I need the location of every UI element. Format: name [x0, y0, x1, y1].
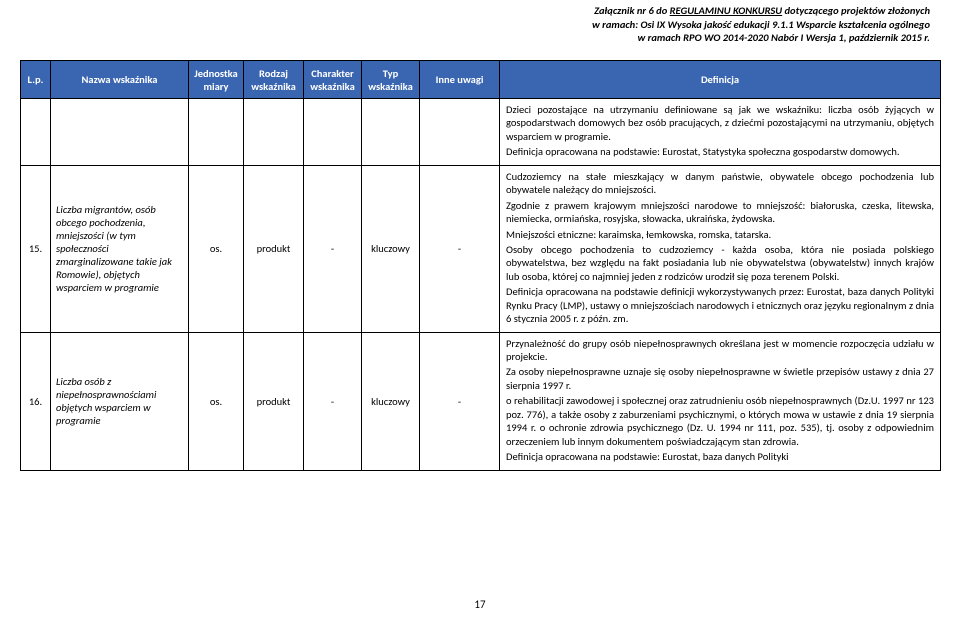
table-row: Dzieci pozostające na utrzymaniu definio… — [21, 99, 941, 166]
def-paragraph: Osoby obcego pochodzenia to cudzoziemcy … — [506, 243, 934, 283]
def-paragraph: Definicja opracowana na podstawie defini… — [506, 285, 934, 325]
cell-type: kluczowy — [362, 332, 420, 470]
col-notes: Inne uwagi — [420, 61, 500, 99]
page-number: 17 — [0, 598, 960, 611]
col-type: Typ wskaźnika — [362, 61, 420, 99]
header-line1c: dotyczącego projektów złożonych — [782, 4, 930, 17]
cell-notes — [420, 99, 500, 166]
col-name: Nazwa wskaźnika — [51, 61, 189, 99]
cell-char: - — [304, 165, 362, 332]
cell-notes: - — [420, 165, 500, 332]
cell-name: Liczba migrantów, osób obcego pochodzeni… — [51, 165, 189, 332]
cell-kind: produkt — [244, 332, 304, 470]
def-paragraph: Przynależność do grupy osób niepełnospra… — [506, 337, 934, 364]
cell-kind — [244, 99, 304, 166]
col-char: Charakter wskaźnika — [304, 61, 362, 99]
cell-lp: 15. — [21, 165, 51, 332]
table-header-row: L.p. Nazwa wskaźnika Jednostka miary Rod… — [21, 61, 941, 99]
cell-type — [362, 99, 420, 166]
header-line2: w ramach: Osi IX Wysoka jakość edukacji … — [592, 18, 930, 32]
cell-name — [51, 99, 189, 166]
def-paragraph: Definicja opracowana na podstawie: Euros… — [506, 145, 934, 158]
cell-def: Przynależność do grupy osób niepełnospra… — [500, 332, 941, 470]
def-paragraph: Cudzoziemcy na stałe mieszkający w danym… — [506, 170, 934, 197]
document-header: Załącznik nr 6 do REGULAMINU KONKURSU do… — [592, 4, 930, 45]
def-paragraph: Za osoby niepełnosprawne uznaje się osob… — [506, 365, 934, 392]
table-row: 15. Liczba migrantów, osób obcego pochod… — [21, 165, 941, 332]
cell-unit: os. — [189, 165, 244, 332]
def-paragraph: o rehabilitacji zawodowej i społecznej o… — [506, 394, 934, 448]
cell-name: Liczba osób z niepełnosprawnościami obję… — [51, 332, 189, 470]
col-lp: L.p. — [21, 61, 51, 99]
cell-def: Cudzoziemcy na stałe mieszkający w danym… — [500, 165, 941, 332]
cell-type: kluczowy — [362, 165, 420, 332]
cell-char — [304, 99, 362, 166]
cell-unit — [189, 99, 244, 166]
table-row: 16. Liczba osób z niepełnosprawnościami … — [21, 332, 941, 470]
cell-kind: produkt — [244, 165, 304, 332]
cell-def: Dzieci pozostające na utrzymaniu definio… — [500, 99, 941, 166]
header-line1b: REGULAMINU KONKURSU — [670, 4, 782, 17]
cell-char: - — [304, 332, 362, 470]
col-def: Definicja — [500, 61, 941, 99]
col-unit: Jednostka miary — [189, 61, 244, 99]
cell-notes: - — [420, 332, 500, 470]
def-paragraph: Definicja opracowana na podstawie: Euros… — [506, 450, 934, 463]
def-paragraph: Dzieci pozostające na utrzymaniu definio… — [506, 103, 934, 143]
cell-lp: 16. — [21, 332, 51, 470]
indicators-table: L.p. Nazwa wskaźnika Jednostka miary Rod… — [20, 60, 941, 471]
def-paragraph: Mniejszości etniczne: karaimska, łemkows… — [506, 228, 934, 241]
header-line3: w ramach RPO WO 2014-2020 Nabór I Wersja… — [592, 31, 930, 45]
cell-unit: os. — [189, 332, 244, 470]
def-paragraph: Zgodnie z prawem krajowym mniejszości na… — [506, 199, 934, 226]
cell-lp — [21, 99, 51, 166]
header-line1a: Załącznik nr 6 do — [594, 4, 670, 17]
col-kind: Rodzaj wskaźnika — [244, 61, 304, 99]
